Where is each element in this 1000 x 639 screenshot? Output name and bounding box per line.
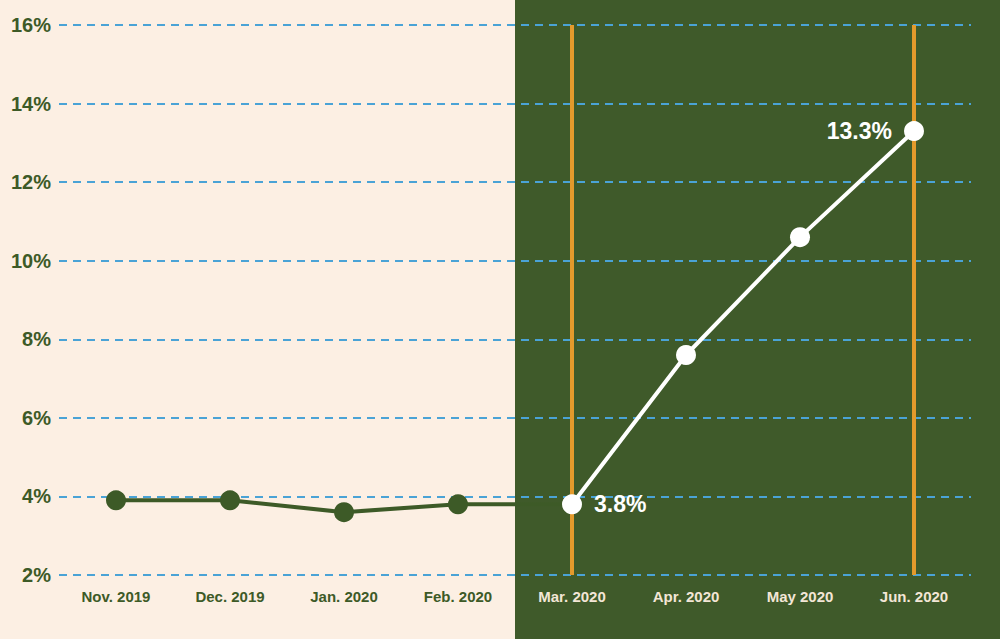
svg-text:6%: 6% [22, 407, 51, 429]
svg-text:14%: 14% [11, 93, 51, 115]
svg-text:16%: 16% [11, 14, 51, 36]
svg-text:4%: 4% [22, 485, 51, 507]
svg-text:10%: 10% [11, 250, 51, 272]
svg-text:Nov. 2019: Nov. 2019 [82, 588, 151, 605]
svg-text:Jan. 2020: Jan. 2020 [310, 588, 378, 605]
svg-text:3.8%: 3.8% [594, 491, 646, 517]
svg-text:12%: 12% [11, 171, 51, 193]
svg-text:Jun. 2020: Jun. 2020 [880, 588, 948, 605]
svg-text:Mar. 2020: Mar. 2020 [538, 588, 606, 605]
svg-text:13.3%: 13.3% [827, 118, 892, 144]
svg-text:Apr. 2020: Apr. 2020 [653, 588, 720, 605]
svg-text:2%: 2% [22, 564, 51, 586]
svg-text:Dec. 2019: Dec. 2019 [195, 588, 264, 605]
svg-text:8%: 8% [22, 328, 51, 350]
svg-text:Feb. 2020: Feb. 2020 [424, 588, 492, 605]
svg-text:May 2020: May 2020 [767, 588, 834, 605]
